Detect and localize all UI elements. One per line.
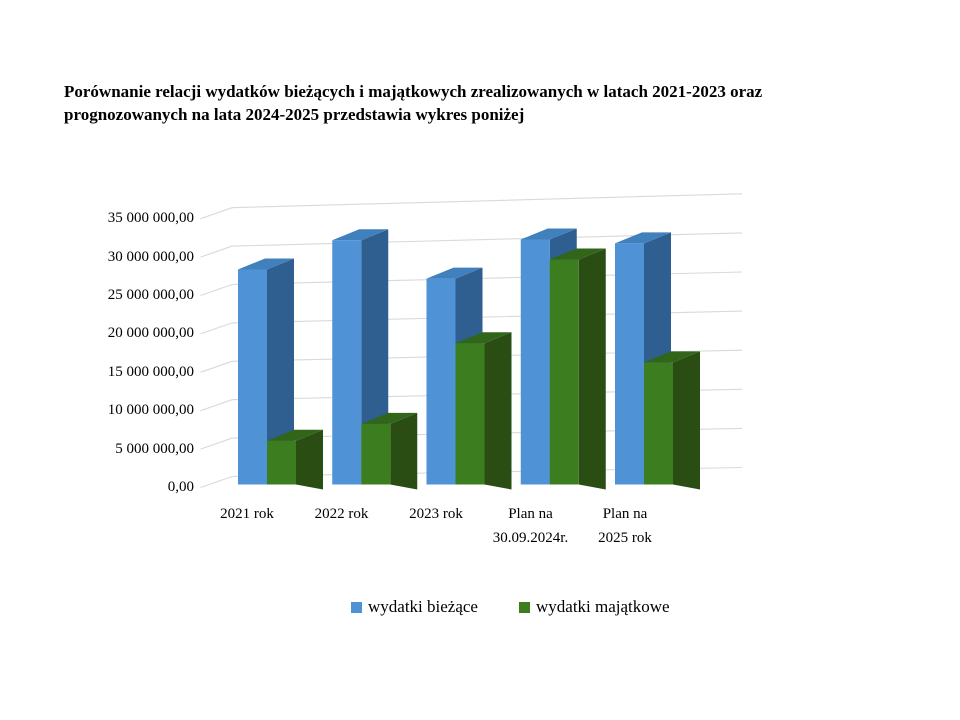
bar-wydatki-majątkowe-1 [267,429,323,490]
x-axis-category-label: Plan na 30.09.2024r. [492,506,569,546]
x-axis-category-label: 2021 rok [220,506,274,522]
bar-wydatki-majątkowe-4 [549,248,606,490]
bar-front-face [549,259,579,485]
legend-label: wydatki bieżące [368,597,478,616]
bar-top-face [238,258,294,270]
bar-top-face [332,229,389,241]
chart-caption: Porównanie relacji wydatków bieżących i … [64,80,762,126]
y-axis-tick-label: 20 000 000,00 [107,325,194,342]
gridline [200,193,743,220]
bar-front-face [520,239,550,485]
legend-swatch-icon [351,601,362,613]
bar-front-face [238,269,267,485]
bar-front-face [426,278,456,485]
bar-front-face [615,243,644,485]
bar-top-face [549,248,606,260]
bar-top-face [455,332,512,344]
bar-front-face [332,240,362,485]
y-axis-tick-label: 30 000 000,00 [107,248,194,265]
bar-side-face [484,332,512,490]
legend-label: wydatki majątkowe [536,597,670,616]
y-axis-tick-label: 35 000 000,00 [107,210,194,227]
x-axis-category-label: 2023 rok [409,506,463,522]
bar-wydatki-majątkowe-5 [644,351,700,490]
bar-top-face [361,412,418,424]
bar-top-face [267,429,323,441]
bar-side-face [267,258,294,485]
y-axis-tick-label: 0,00 [167,479,194,495]
bar-wydatki-majątkowe-3 [455,332,512,490]
bar-side-face [296,429,323,490]
y-axis-tick-label: 5 000 000,00 [115,440,194,457]
caption-line-1: Porównanie relacji wydatków bieżących i … [64,82,763,101]
bar-top-face [615,232,671,244]
y-axis-tick-label: 25 000 000,00 [107,287,194,303]
bar-front-face [361,423,391,485]
bar-side-face [673,351,700,490]
x-axis-category-label: 2022 rok [314,506,369,522]
bar-side-face [390,412,418,490]
y-axis-tick-label: 15 000 000,00 [107,363,194,380]
x-axis-category-label: Plan na 2025 rok [598,506,652,546]
bar-front-face [267,440,296,485]
bar-front-face [644,362,673,485]
bar-front-face [455,343,485,485]
legend-swatch-icon [519,601,530,613]
bar-top-face [520,228,577,240]
bar-wydatki-majątkowe-2 [361,412,418,490]
y-axis-tick-label: 10 000 000,00 [107,402,194,419]
legend-item: wydatki bieżące [351,597,478,616]
legend-item: wydatki majątkowe [519,597,670,616]
bar-top-face [644,351,700,363]
caption-line-2: prognozowanych na lata 2024-2025 przedst… [64,105,525,124]
bar-top-face [426,267,483,279]
bar-wydatki-bieżące-1 [238,258,294,485]
bar-side-face [578,248,606,490]
